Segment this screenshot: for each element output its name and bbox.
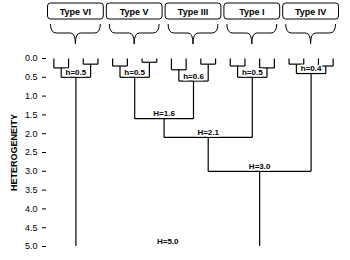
svg-text:HETEROGENEITY: HETEROGENEITY: [9, 114, 19, 191]
svg-text:H=1.6: H=1.6: [153, 109, 175, 118]
svg-text:h=0.5: h=0.5: [124, 68, 145, 77]
svg-text:Type I: Type I: [239, 7, 264, 17]
svg-text:Type V: Type V: [120, 7, 149, 17]
svg-text:4.5: 4.5: [25, 223, 38, 233]
svg-text:H=3.0: H=3.0: [249, 162, 271, 171]
svg-text:4.0: 4.0: [25, 204, 38, 214]
svg-text:h=0.5: h=0.5: [66, 68, 87, 77]
svg-text:2.5: 2.5: [25, 147, 38, 157]
svg-text:H=5.0: H=5.0: [157, 237, 179, 246]
svg-text:h=0.6: h=0.6: [183, 72, 204, 81]
svg-text:3.0: 3.0: [25, 166, 38, 176]
svg-text:1.5: 1.5: [25, 110, 38, 120]
svg-text:h=0.5: h=0.5: [242, 68, 263, 77]
svg-text:h=0.4: h=0.4: [301, 64, 322, 73]
svg-text:2.0: 2.0: [25, 129, 38, 139]
svg-text:Type IV: Type IV: [295, 7, 326, 17]
svg-text:5.0: 5.0: [25, 241, 38, 251]
svg-text:3.5: 3.5: [25, 185, 38, 195]
svg-text:Type VI: Type VI: [60, 7, 91, 17]
svg-text:0.0: 0.0: [25, 53, 38, 63]
svg-text:H=2.1: H=2.1: [197, 128, 219, 137]
svg-text:0.5: 0.5: [25, 72, 38, 82]
svg-text:Type III: Type III: [178, 7, 208, 17]
svg-text:1.0: 1.0: [25, 91, 38, 101]
